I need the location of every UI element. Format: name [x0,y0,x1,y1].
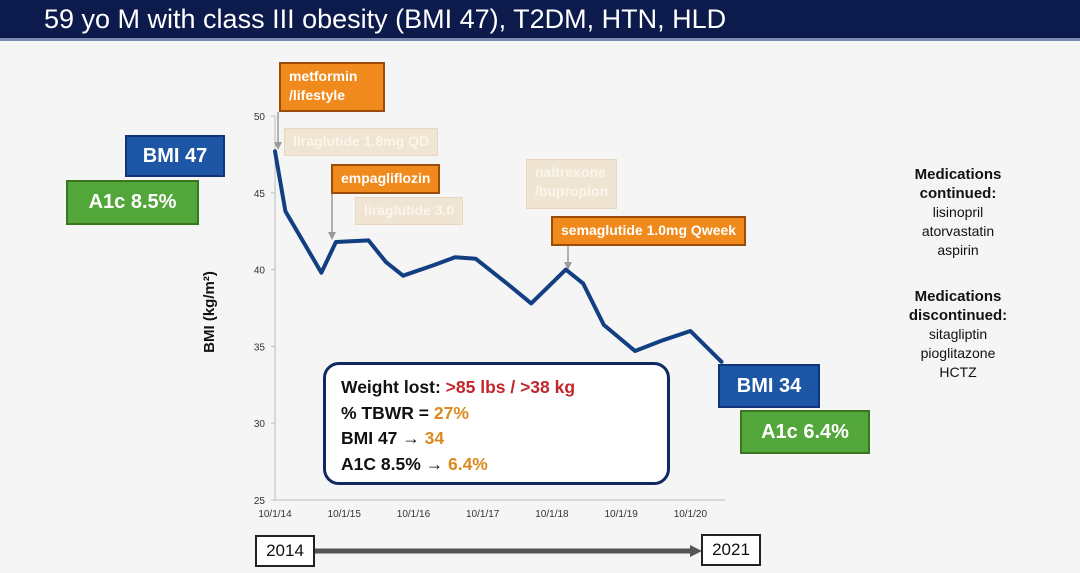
semaglutide-annotation: semaglutide 1.0mg Qweek [551,216,747,246]
metformin-annotation: metformin /lifestyle [279,62,385,112]
continued-med: aspirin [937,242,979,258]
x-tick-label: 10/1/16 [397,509,431,520]
a1c-change-value: 6.4% [447,453,488,474]
y-tick-label: 25 [254,496,266,507]
bmi-series-line [273,149,724,364]
discontinued-med: HCTZ [939,364,977,380]
liraglutide-18-annotation: liraglutide 1.8mg QD [284,128,439,156]
continued-med: atorvastatin [921,223,995,239]
medications-discontinued: Medications discontinued: sitagliptin pi… [893,287,1023,382]
y-tick-label: 45 [254,189,266,200]
continued-heading-1: Medications [914,166,1002,183]
timeline-start-year: 2014 [255,535,315,567]
discontinued-med: sitagliptin [928,326,988,342]
tbwr-line: % TBWR = 27% [341,402,469,423]
a1c-end-badge: A1c 6.4% [740,410,870,454]
empagliflozin-annotation: empagliflozin [331,164,441,194]
discontinued-med: pioglitazone [920,345,996,361]
metformin-line2: /lifestyle [289,87,346,103]
weight-lost-value: >85 lbs / >38 kg [445,377,576,397]
y-tick-label: 50 [254,112,266,123]
naltrexone-line1: naltrexone [535,164,606,180]
weight-lost-line: Weight lost: >85 lbs / >38 kg [341,377,576,397]
continued-med: lisinopril [932,204,984,220]
tbwr-value: 27% [433,402,469,423]
x-tick-label: 10/1/14 [258,509,292,520]
discontinued-heading-2: discontinued: [908,307,1008,324]
timeline-end-year: 2021 [701,534,761,566]
header-rule [0,38,1080,41]
slide-header: 59 yo M with class III obesity (BMI 47),… [0,0,1080,41]
y-axis-label: BMI (kg/m²) [201,271,218,353]
bmi-change-value: 34 [424,428,445,448]
y-tick-label: 30 [254,419,266,430]
x-tick-label: 10/1/18 [535,509,569,520]
summary-box: Weight lost: >85 lbs / >38 kg % TBWR = 2… [323,362,670,485]
metformin-line1: metformin [289,68,358,84]
medications-continued: Medications continued: lisinopril atorva… [893,165,1023,260]
y-tick-label: 35 [254,342,266,353]
bmi-end-badge: BMI 34 [718,364,820,408]
naltrexone-line2: /bupropion [535,183,609,199]
a1c-start-badge: A1c 8.5% [66,180,199,225]
y-tick-label: 40 [254,266,266,277]
naltrexone-annotation: naltrexone /bupropion [526,159,618,209]
continued-heading-2: continued: [919,185,997,202]
bmi-start-badge: BMI 47 [125,135,225,177]
x-tick-label: 10/1/20 [674,509,708,520]
slide-title: 59 yo M with class III obesity (BMI 47),… [44,4,727,34]
x-tick-label: 10/1/15 [328,509,362,520]
discontinued-heading-1: Medications [914,288,1002,305]
x-tick-label: 10/1/19 [604,509,638,520]
bmi-change-line: BMI 47 → 34 [341,428,445,448]
x-tick-label: 10/1/17 [466,509,500,520]
a1c-change-line: A1C 8.5% → 6.4% [341,453,488,474]
liraglutide-30-annotation: liraglutide 3.0 [355,197,464,225]
